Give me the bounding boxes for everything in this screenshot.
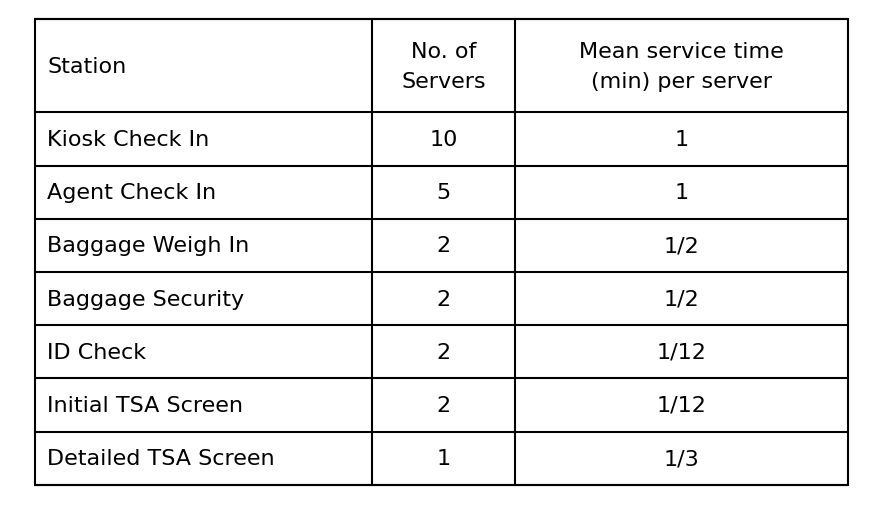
Text: 1/2: 1/2 bbox=[663, 236, 699, 256]
Text: 2: 2 bbox=[436, 236, 450, 256]
Text: 2: 2 bbox=[436, 342, 450, 362]
Text: Kiosk Check In: Kiosk Check In bbox=[47, 130, 210, 149]
Text: 1/2: 1/2 bbox=[663, 289, 699, 309]
Text: 5: 5 bbox=[436, 183, 450, 203]
Text: Mean service time
(min) per server: Mean service time (min) per server bbox=[579, 42, 783, 91]
Text: 2: 2 bbox=[436, 395, 450, 415]
Text: 1: 1 bbox=[674, 130, 688, 149]
Text: Baggage Security: Baggage Security bbox=[47, 289, 244, 309]
Text: No. of
Servers: No. of Servers bbox=[401, 42, 486, 91]
Text: Station: Station bbox=[47, 57, 127, 77]
Text: Initial TSA Screen: Initial TSA Screen bbox=[47, 395, 243, 415]
Text: 10: 10 bbox=[429, 130, 458, 149]
Text: 1/12: 1/12 bbox=[656, 395, 706, 415]
Text: Agent Check In: Agent Check In bbox=[47, 183, 216, 203]
Text: ID Check: ID Check bbox=[47, 342, 146, 362]
Text: 1/12: 1/12 bbox=[656, 342, 706, 362]
Text: 1: 1 bbox=[674, 183, 688, 203]
Text: 1/3: 1/3 bbox=[663, 448, 699, 468]
Text: Baggage Weigh In: Baggage Weigh In bbox=[47, 236, 249, 256]
Text: 2: 2 bbox=[436, 289, 450, 309]
Text: Detailed TSA Screen: Detailed TSA Screen bbox=[47, 448, 274, 468]
Text: 1: 1 bbox=[436, 448, 450, 468]
